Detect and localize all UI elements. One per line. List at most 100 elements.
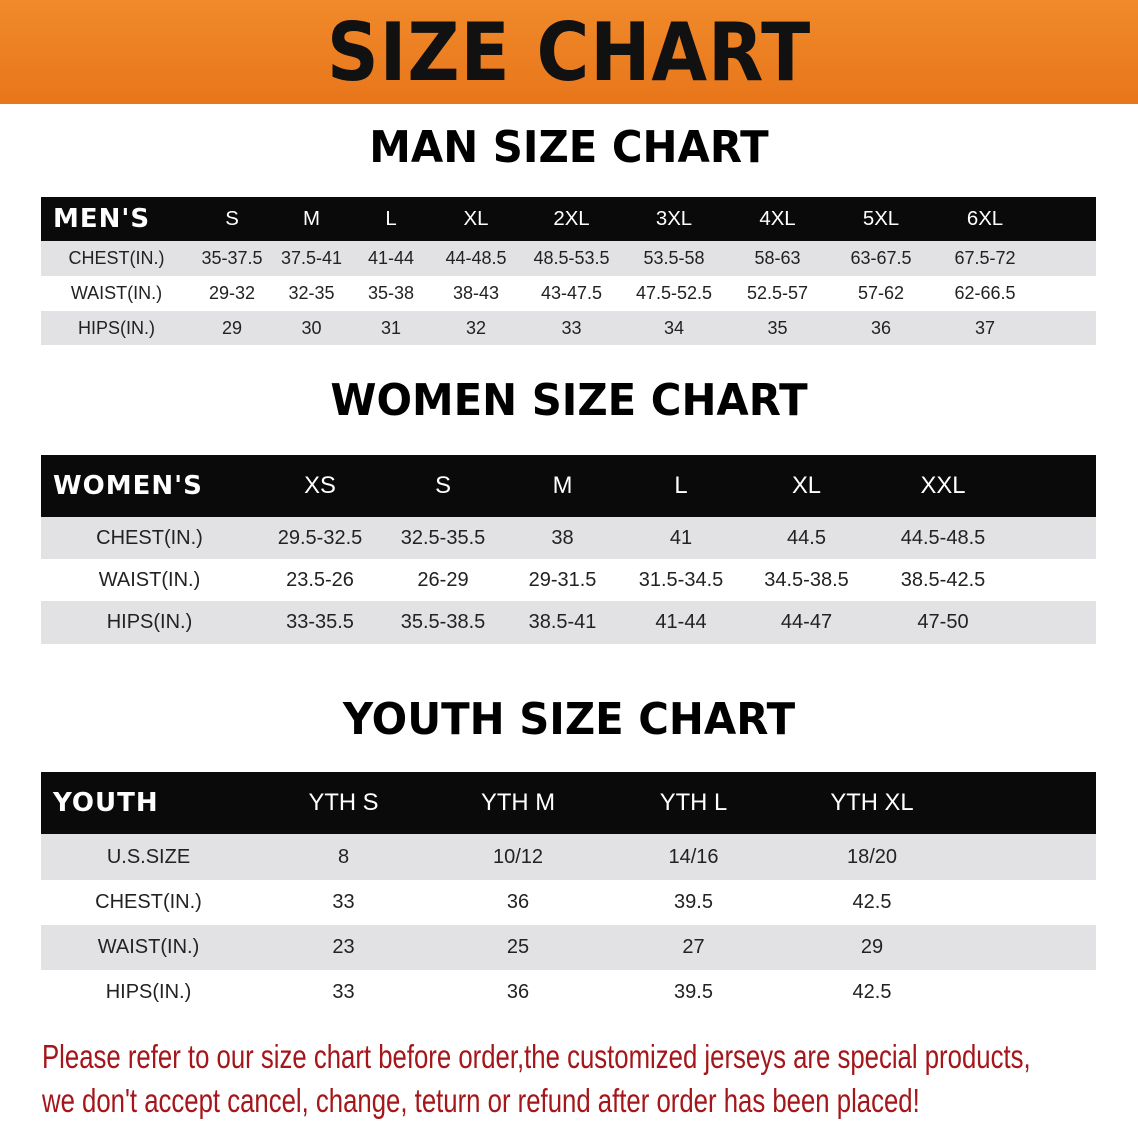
measurement-value: 38.5-41 <box>528 611 597 633</box>
women-size-table: WOMEN'S XS S M L XL XXL CHEST(IN.) 29.5-32.5 32.5… <box>41 455 1096 644</box>
size-column-header: 2XL <box>553 207 590 230</box>
size-column-header: S <box>435 472 451 499</box>
measurement-value: 41 <box>669 526 693 549</box>
size-column-header: S <box>225 207 239 230</box>
measurement-value: 33-35.5 <box>286 611 354 633</box>
table-row: CHEST(IN.) 33 36 39.5 42.5 <box>41 880 1096 925</box>
measurement-label: CHEST(IN.) <box>68 248 165 268</box>
measurement-value: 44-47 <box>780 611 833 633</box>
measurement-value: 38 <box>551 526 574 549</box>
measurement-value: 53.5-58 <box>643 248 705 268</box>
measurement-value: 29 <box>221 317 243 338</box>
men-header-row: MEN'S S M L XL 2XL 3XL 4XL 5XL 6XL <box>41 197 1096 241</box>
youth-header-row: YOUTH YTH S YTH M YTH L YTH XL <box>41 772 1096 834</box>
measurement-value: 29.5-32.5 <box>277 526 363 549</box>
measurement-value: 31.5-34.5 <box>638 568 724 591</box>
measurement-value: 37.5-41 <box>280 248 343 268</box>
size-column-header: M <box>303 207 320 230</box>
measurement-value: 39.5 <box>674 891 713 913</box>
measurement-value: 42.5 <box>852 981 892 1003</box>
table-row: CHEST(IN.) 35-37.5 37.5-41 41-44 44-48.5 48.5… <box>41 241 1096 276</box>
measurement-value: 33 <box>561 317 582 338</box>
measurement-value: 52.5-57 <box>746 283 809 303</box>
measurement-value: 35 <box>767 317 788 338</box>
measurement-value: 38.5-42.5 <box>900 568 986 591</box>
measurement-value: 58-63 <box>754 248 801 268</box>
measurement-value: 29 <box>860 936 884 958</box>
measurement-value: 37 <box>974 317 996 338</box>
size-column-header: YTH M <box>480 789 556 816</box>
size-column-header: YTH XL <box>830 789 914 816</box>
measurement-value: 31 <box>380 317 402 338</box>
table-row: WAIST(IN.) 23.5-26 26-29 29-31.5 31.5-34.5 34… <box>41 559 1096 601</box>
measurement-value: 10/12 <box>492 845 544 868</box>
measurement-label: HIPS(IN.) <box>105 981 192 1003</box>
measurement-label: HIPS(IN.) <box>77 317 155 338</box>
size-column-header: L <box>674 472 688 499</box>
table-row: CHEST(IN.) 29.5-32.5 32.5-35.5 38 41 44.5 44.5… <box>41 517 1096 559</box>
measurement-value: 14/16 <box>668 845 719 868</box>
measurement-value: 43-47.5 <box>540 283 603 303</box>
youth-size-table: YOUTH YTH S YTH M YTH L YTH XL U.S.SIZE 8 10/12… <box>41 772 1096 1015</box>
measurement-value: 48.5-53.5 <box>533 248 610 268</box>
measurement-value: 30 <box>301 317 322 338</box>
size-column-header: M <box>552 472 573 499</box>
size-column-header: XL <box>463 207 489 230</box>
footer-notice-line-1: Please refer to our size chart before or… <box>42 1038 1031 1075</box>
measurement-value: 27 <box>682 936 705 958</box>
measurement-value: 44.5 <box>787 526 826 549</box>
measurement-value: 34 <box>663 317 685 338</box>
size-column-header: 5XL <box>862 207 900 230</box>
size-column-header: XS <box>304 472 336 499</box>
measurement-value: 41-44 <box>655 611 707 633</box>
measurement-value: 25 <box>506 936 530 958</box>
size-column-header: XXL <box>920 472 966 499</box>
table-row: HIPS(IN.) 33-35.5 35.5-38.5 38.5-41 41-44 44-… <box>41 601 1096 644</box>
measurement-value: 18/20 <box>846 845 898 868</box>
measurement-label: WAIST(IN.) <box>98 568 201 591</box>
size-column-header: L <box>385 207 397 230</box>
measurement-value: 42.5 <box>852 891 892 913</box>
size-column-header: YTH L <box>659 789 728 816</box>
measurement-value: 33 <box>332 981 355 1003</box>
footer-notice-line-2: we don't accept cancel, change, teturn o… <box>42 1082 920 1119</box>
measurement-value: 47-50 <box>917 611 969 633</box>
measurement-value: 39.5 <box>674 981 713 1003</box>
men-section-title: MAN SIZE CHART <box>369 122 769 173</box>
women-header-row: WOMEN'S XS S M L XL XXL <box>41 455 1096 517</box>
measurement-label: CHEST(IN.) <box>95 891 202 913</box>
measurement-value: 26-29 <box>417 568 469 591</box>
banner-title: SIZE CHART <box>326 5 812 99</box>
measurement-value: 35-38 <box>367 283 415 303</box>
measurement-value: 32.5-35.5 <box>400 526 486 549</box>
measurement-label: WAIST(IN.) <box>70 283 163 303</box>
women-section-title: WOMEN SIZE CHART <box>330 375 808 426</box>
size-column-header: XL <box>791 472 822 499</box>
measurement-value: 8 <box>337 845 350 868</box>
measurement-value: 47.5-52.5 <box>635 283 713 303</box>
measurement-value: 29-32 <box>208 283 256 303</box>
table-row: HIPS(IN.) 29 30 31 32 33 34 35 36 37 <box>41 311 1096 345</box>
measurement-label: U.S.SIZE <box>106 845 191 868</box>
measurement-label: CHEST(IN.) <box>96 526 203 549</box>
measurement-value: 62-66.5 <box>954 283 1016 303</box>
men-size-table: MEN'S S M L XL 2XL 3XL 4XL 5XL 6XL CHEST(IN.) 35-37… <box>41 197 1096 345</box>
measurement-value: 44.5-48.5 <box>900 526 986 549</box>
measurement-value: 35.5-38.5 <box>400 611 486 633</box>
measurement-value: 36 <box>506 981 530 1003</box>
table-row: HIPS(IN.) 33 36 39.5 42.5 <box>41 970 1096 1015</box>
size-column-header: YTH S <box>308 789 379 816</box>
youth-section-title: YOUTH SIZE CHART <box>342 694 796 745</box>
measurement-value: 29-31.5 <box>528 568 597 591</box>
women-table-label: WOMEN'S <box>53 471 203 501</box>
size-column-header: 4XL <box>759 207 796 230</box>
table-row: WAIST(IN.) 23 25 27 29 <box>41 925 1096 970</box>
measurement-value: 38-43 <box>452 283 500 303</box>
size-column-header: 3XL <box>655 207 693 230</box>
measurement-value: 57-62 <box>857 283 905 303</box>
measurement-value: 63-67.5 <box>850 248 912 268</box>
measurement-value: 41-44 <box>367 248 415 268</box>
table-row: U.S.SIZE 8 10/12 14/16 18/20 <box>41 834 1096 880</box>
banner: SIZE CHART <box>0 0 1138 104</box>
men-table-label: MEN'S <box>53 204 151 234</box>
